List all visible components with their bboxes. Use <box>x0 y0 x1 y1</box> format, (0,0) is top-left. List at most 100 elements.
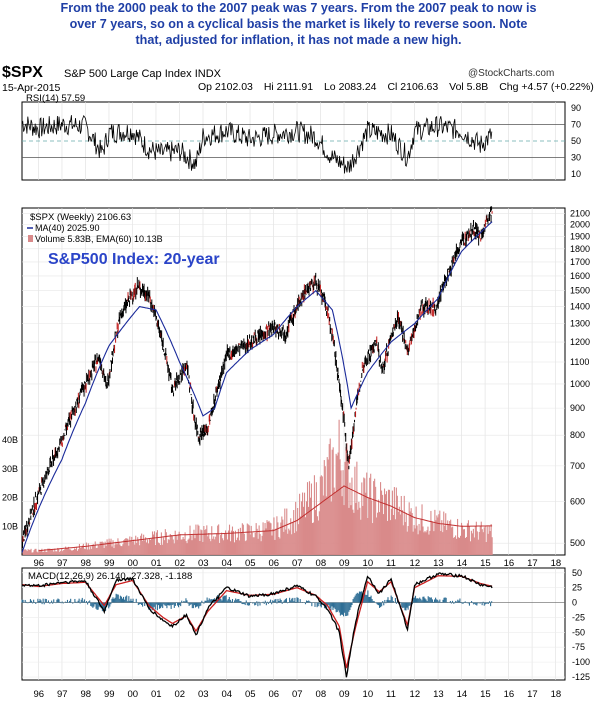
macd-line <box>21 572 493 678</box>
x-tick-label-bottom: 07 <box>292 689 303 700</box>
exchange: INDX <box>194 68 221 80</box>
x-tick-label: 98 <box>80 558 91 569</box>
x-tick-label: 02 <box>174 558 185 569</box>
x-tick-label: 06 <box>269 558 280 569</box>
x-tick-label: 07 <box>292 558 303 569</box>
rsi-tick-label: 10 <box>571 169 581 179</box>
x-tick-label: 16 <box>504 558 515 569</box>
x-tick-label-bottom: 18 <box>551 689 562 700</box>
x-tick-label: 99 <box>104 558 115 569</box>
macd-tick-label: 0 <box>572 598 577 608</box>
price-tick-label: 1400 <box>570 302 590 312</box>
headline-line: that, adjusted for inflation, it has not… <box>135 33 462 47</box>
quote-close: Cl 2106.63 <box>387 81 439 93</box>
index-name-text: S&P 500 Large Cap Index <box>64 68 192 80</box>
rsi-line <box>21 114 493 174</box>
x-tick-label: 13 <box>433 558 444 569</box>
volume-tick-label: 10B <box>2 521 18 531</box>
price-tick-label: 1300 <box>570 319 590 329</box>
ma-legend: MA(40) 2025.90 <box>35 223 100 233</box>
macd-tick-label: -100 <box>572 657 590 667</box>
x-tick-label: 11 <box>386 558 396 569</box>
quote-high: Hi 2111.91 <box>263 81 314 93</box>
x-tick-label-bottom: 99 <box>104 689 115 700</box>
x-tick-label-bottom: 17 <box>527 689 538 700</box>
x-tick-label: 00 <box>127 558 138 569</box>
x-tick-label: 17 <box>527 558 538 569</box>
x-tick-label-bottom: 10 <box>363 689 374 700</box>
macd-legend: MACD(12,26,9) 26.140, 27.328, -1.188 <box>28 571 192 582</box>
x-tick-label-bottom: 16 <box>504 689 515 700</box>
x-tick-label: 05 <box>245 558 256 569</box>
chart-date: 15-Apr-2015 <box>2 82 61 94</box>
rsi-panel: 10 30 50 70 90 RSI(14) 57.59 <box>21 93 581 179</box>
x-tick-label: 15 <box>480 558 491 569</box>
price-tick-label: 1000 <box>570 379 590 389</box>
volume-legend-swatch <box>28 235 33 242</box>
x-tick-label: 04 <box>222 558 233 569</box>
stockcharts-credit: @StockCharts.com <box>468 68 555 79</box>
x-tick-label: 12 <box>410 558 421 569</box>
x-tick-label-bottom: 11 <box>386 689 396 700</box>
price-tick-label: 1200 <box>570 337 590 347</box>
macd-tick-label: 25 <box>572 583 582 593</box>
volume-tick-label: 30B <box>2 464 18 474</box>
x-tick-label: 10 <box>363 558 374 569</box>
macd-panel: 50 25 0 -25 -50 -75 -100 -125 MACD(12,26,9) 26.1… <box>21 568 590 682</box>
x-tick-label-bottom: 04 <box>222 689 233 700</box>
rsi-frame <box>21 101 566 181</box>
x-tick-label-bottom: 13 <box>433 689 444 700</box>
x-tick-label: 14 <box>457 558 468 569</box>
macd-tick-label: -75 <box>572 642 585 652</box>
rsi-tick-label: 50 <box>571 136 581 146</box>
volume-tick-label: 40B <box>2 435 18 445</box>
x-tick-label-bottom: 14 <box>457 689 468 700</box>
chart-annotation: S&P500 Index: 20-year <box>48 251 220 268</box>
panel-frames <box>21 101 566 681</box>
index-name: S&P 500 Large Cap Index INDX <box>64 68 221 80</box>
x-axis-labels: 96 96 97 97 98 98 99 99 00 00 01 01 02 02 03 03 04 04 05 05… <box>33 558 561 700</box>
rsi-legend: RSI(14) 57.59 <box>26 93 85 104</box>
x-tick-label-bottom: 12 <box>410 689 421 700</box>
x-tick-label: 18 <box>551 558 562 569</box>
price-tick-label: 2100 <box>570 208 590 218</box>
price-tick-label: 1100 <box>570 357 589 367</box>
headline-line: over 7 years, so on a cyclical basis the… <box>69 17 528 31</box>
x-tick-label-bottom: 98 <box>80 689 91 700</box>
x-tick-label: 09 <box>339 558 350 569</box>
x-tick-label-bottom: 96 <box>33 689 44 700</box>
volume-ema-line <box>38 485 493 552</box>
x-tick-label-bottom: 00 <box>127 689 138 700</box>
volume-tick-label: 20B <box>2 493 18 503</box>
price-tick-label: 1600 <box>570 271 590 281</box>
headline-line: From the 2000 peak to the 2007 peak was … <box>60 1 537 15</box>
price-tick-label: 1500 <box>570 286 590 296</box>
x-tick-label: 97 <box>57 558 68 569</box>
rsi-tick-label: 30 <box>571 153 581 163</box>
price-tick-label: 700 <box>570 461 585 471</box>
quote-line: Op 2102.03 Hi 2111.91 Lo 2083.24 Cl 2106… <box>198 81 597 93</box>
volume-legend: Volume 5.83B, EMA(60) 10.13B <box>35 234 163 244</box>
price-tick-label: 1700 <box>570 257 590 267</box>
quote-low: Lo 2083.24 <box>323 81 377 93</box>
price-tick-label: 1900 <box>570 231 590 241</box>
x-tick-label: 96 <box>33 558 44 569</box>
price-tick-label: 900 <box>570 403 585 413</box>
quote-change: Chg +4.57 (+0.22%) <box>499 81 594 93</box>
x-tick-label-bottom: 03 <box>198 689 209 700</box>
price-panel: 500 600 700 800 900 1000 1100 1200 1300 1400 1500 1… <box>2 206 590 555</box>
headline: From the 2000 peak to the 2007 peak was … <box>0 0 597 48</box>
macd-tick-label: -125 <box>572 672 590 682</box>
ma40-line <box>21 221 493 553</box>
x-tick-label-bottom: 02 <box>174 689 185 700</box>
price-tick-label: 600 <box>570 496 585 506</box>
x-tick-label-bottom: 97 <box>57 689 68 700</box>
macd-tick-label: -50 <box>572 627 585 637</box>
x-tick-label-bottom: 08 <box>316 689 327 700</box>
x-tick-label-bottom: 01 <box>151 689 162 700</box>
macd-tick-label: 50 <box>572 568 582 578</box>
quote-volume: Vol 5.8B <box>449 81 489 93</box>
x-tick-label: 03 <box>198 558 209 569</box>
price-frame <box>21 207 566 556</box>
